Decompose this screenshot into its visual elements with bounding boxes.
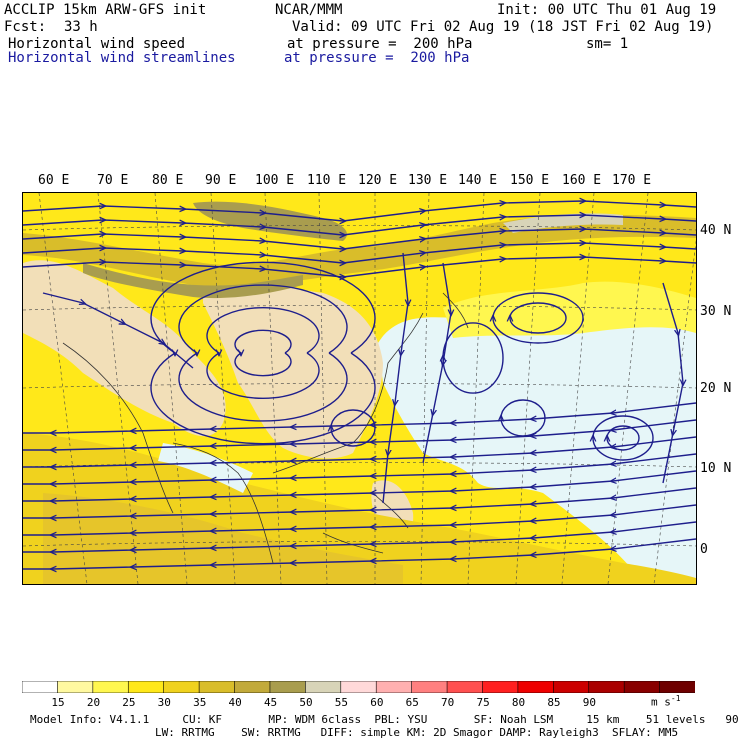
- streamline: [510, 302, 567, 334]
- colorbar-label: 70: [441, 696, 455, 709]
- model-info-line2: LW: RRTMG SW: RRTMG DIFF: simple KM: 2D …: [155, 726, 679, 739]
- colorbar-label: 20: [86, 696, 101, 709]
- latitude-line: [23, 305, 696, 311]
- colorbar-label: 55: [334, 696, 349, 709]
- colorbar-label: 50: [299, 696, 313, 709]
- forecast-label: Fcst:: [4, 19, 47, 35]
- colorbar-label: 65: [405, 696, 419, 709]
- latitude-label: 0: [700, 542, 708, 557]
- colorbar-swatch: [92, 681, 130, 693]
- valid-time: Valid: 09 UTC Fri 02 Aug 19 (18 JST Fri …: [292, 19, 714, 35]
- longitude-label: 160 E: [562, 173, 602, 188]
- longitude-label: 70 E: [97, 173, 129, 188]
- latitude-label: 10 N: [700, 461, 732, 476]
- center-label: NCAR/MMM: [275, 2, 343, 18]
- streamline: [206, 307, 320, 399]
- colorbar-swatch: [482, 681, 519, 693]
- colorbar-swatch: [659, 681, 695, 693]
- colorbar-label: 15: [51, 696, 65, 709]
- init-time: Init: 00 UTC Thu 01 Aug 19: [497, 2, 717, 18]
- field1-name: Horizontal wind speed: [8, 36, 186, 52]
- wind-streamlines: [23, 201, 696, 569]
- subtropical-jet-light-band: [443, 281, 696, 338]
- colorbar-swatch: [269, 681, 307, 693]
- streamline: [501, 399, 546, 437]
- latitude-label: 40 N: [700, 223, 732, 238]
- latitude-line: [23, 383, 696, 389]
- colorbar-swatch: [22, 681, 59, 693]
- smoothing-value: sm= 1: [586, 36, 629, 52]
- colorbar-label: 25: [122, 696, 136, 709]
- model-title: ACCLIP 15km ARW-GFS init: [4, 2, 207, 18]
- colorbar-unit: m s-1: [651, 694, 681, 709]
- colorbar-swatch: [375, 681, 413, 693]
- colorbar-swatch: [517, 681, 555, 693]
- streamline: [422, 262, 451, 464]
- forecast-hours: 33 h: [64, 19, 98, 35]
- colorbar-swatch: [588, 681, 625, 693]
- colorbar-label: 35: [193, 696, 207, 709]
- colorbar-label: 60: [370, 696, 384, 709]
- colorbar-label: 30: [157, 696, 171, 709]
- colorbar-swatch: [340, 681, 378, 693]
- india-land-region: [23, 260, 226, 437]
- longitude-label: 170 E: [612, 173, 652, 188]
- colorbar-swatch: [446, 681, 484, 693]
- colorbar-label: 80: [511, 696, 526, 709]
- streamline: [331, 409, 376, 447]
- streamline: [493, 292, 584, 344]
- streamline: [178, 284, 348, 422]
- colorbar-swatch: [553, 681, 590, 693]
- streamline: [234, 329, 292, 377]
- colorbar-label: 45: [263, 696, 278, 709]
- longitude-label: 150 E: [510, 173, 550, 188]
- streamline: [42, 292, 194, 369]
- colorbar-swatch: [623, 681, 661, 693]
- latitude-label: 30 N: [700, 304, 732, 319]
- longitude-label: 80 E: [152, 173, 184, 188]
- longitude-label: 90 E: [205, 173, 237, 188]
- colorbar-swatch: [305, 681, 342, 693]
- colorbar-label: 85: [547, 696, 561, 709]
- wind-map: [22, 192, 697, 585]
- field1-level: at pressure = 200 hPa: [287, 36, 473, 52]
- streamline: [23, 538, 696, 569]
- streamline: [382, 252, 408, 504]
- jet-core-band: [83, 263, 303, 299]
- colorbar-unit-exponent: -1: [670, 694, 681, 703]
- model-info-line1: Model Info: V4.1.1 CU: KF MP: WDM 6class…: [30, 713, 740, 726]
- longitude-label: 130 E: [408, 173, 448, 188]
- field2-level: at pressure = 200 hPa: [284, 50, 470, 66]
- streamline: [607, 425, 640, 451]
- colorbar-swatch: [163, 681, 200, 693]
- colorbar-label: 90: [582, 696, 596, 709]
- colorbar-swatch: [411, 681, 448, 693]
- colorbar-label: 75: [476, 696, 490, 709]
- longitude-label: 110 E: [307, 173, 347, 188]
- streamline: [662, 282, 683, 484]
- latitude-label: 20 N: [700, 381, 732, 396]
- streamline: [23, 257, 696, 277]
- field2-name: Horizontal wind streamlines: [8, 50, 236, 66]
- longitude-label: 140 E: [458, 173, 498, 188]
- streamline: [593, 415, 654, 461]
- wind-speed-colorbar: [22, 681, 695, 693]
- colorbar-swatch: [127, 681, 165, 693]
- longitude-label: 120 E: [358, 173, 398, 188]
- longitude-label: 60 E: [38, 173, 70, 188]
- colorbar-swatch: [57, 681, 94, 693]
- colorbar-swatch: [234, 681, 271, 693]
- colorbar-label: 40: [228, 696, 242, 709]
- colorbar-swatch: [198, 681, 236, 693]
- longitude-label: 100 E: [255, 173, 295, 188]
